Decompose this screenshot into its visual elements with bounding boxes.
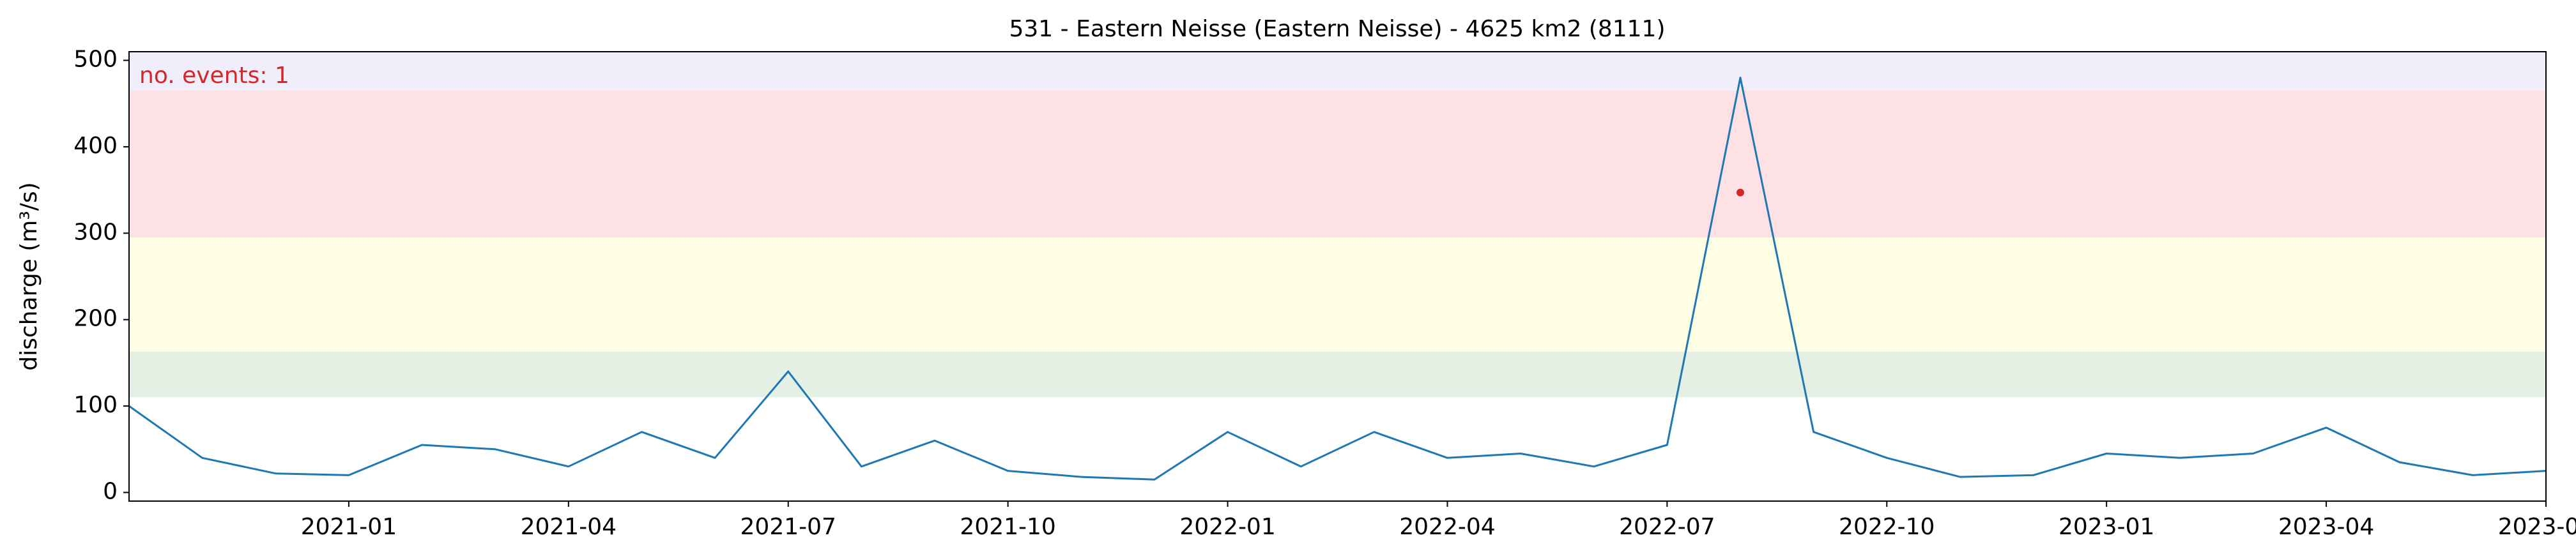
x-tick-label: 2023-01 — [2058, 514, 2154, 540]
x-tick-label: 2022-01 — [1179, 514, 1275, 540]
event-marker — [1736, 188, 1744, 197]
x-tick-label: 2022-10 — [1839, 514, 1935, 540]
annotation: no. events: 1 — [139, 63, 289, 89]
x-tick-label: 2023-04 — [2278, 514, 2374, 540]
x-tick-label: 2022-04 — [1399, 514, 1495, 540]
threshold-band — [129, 90, 2546, 238]
y-tick-label: 200 — [73, 306, 118, 332]
x-tick-label: 2021-10 — [960, 514, 1055, 540]
x-tick-label: 2021-01 — [301, 514, 397, 540]
y-tick-label: 100 — [73, 392, 118, 418]
x-tick-label: 2021-07 — [740, 514, 836, 540]
x-tick-label: 2023-07 — [2498, 514, 2576, 540]
x-tick-label: 2021-04 — [521, 514, 617, 540]
y-tick-label: 0 — [103, 478, 118, 504]
y-axis-label: discharge (m³/s) — [16, 182, 42, 370]
discharge-line — [128, 77, 2547, 481]
plot-frame — [128, 51, 2547, 502]
y-tick-label: 400 — [73, 133, 118, 159]
threshold-band — [129, 351, 2546, 398]
chart-title: 531 - Eastern Neisse (Eastern Neisse) - … — [1009, 16, 1665, 42]
threshold-band — [129, 237, 2546, 352]
threshold-band — [129, 52, 2546, 91]
y-tick-label: 500 — [73, 47, 118, 73]
x-tick-label: 2022-07 — [1619, 514, 1715, 540]
y-tick-label: 300 — [73, 219, 118, 245]
